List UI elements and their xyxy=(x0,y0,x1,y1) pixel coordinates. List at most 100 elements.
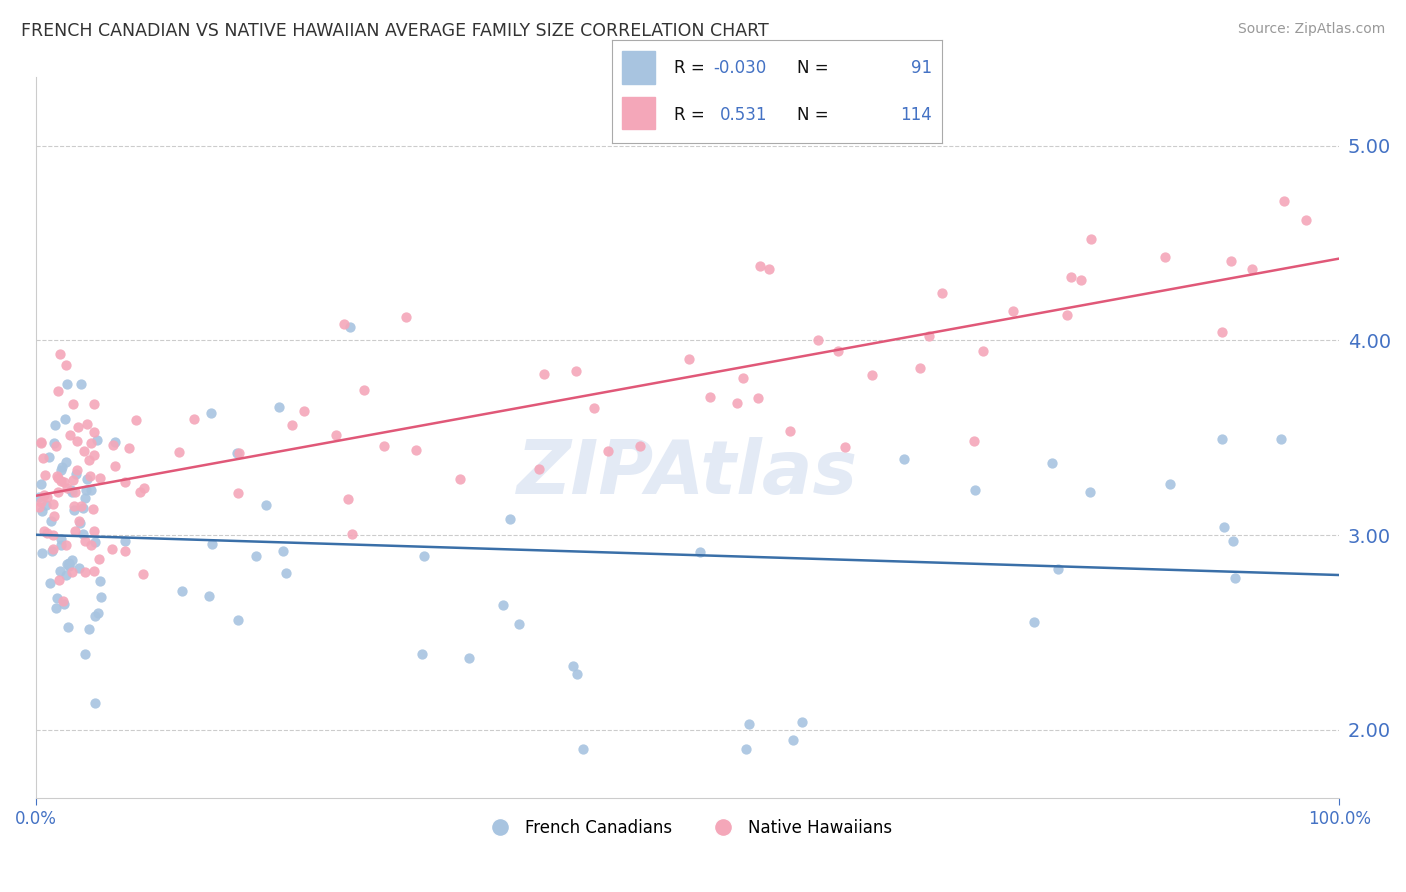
Point xyxy=(65,485,87,500)
Text: R =: R = xyxy=(675,106,706,124)
Point xyxy=(80,537,103,551)
Point xyxy=(75,483,97,497)
Point xyxy=(38,450,60,464)
Point xyxy=(339,319,361,334)
Point xyxy=(89,574,111,588)
Point xyxy=(449,472,471,486)
Point xyxy=(292,404,315,418)
Point xyxy=(67,420,90,434)
Point xyxy=(508,617,530,632)
Point xyxy=(101,541,124,556)
Point xyxy=(1040,456,1063,470)
Text: 0.531: 0.531 xyxy=(720,106,766,124)
Point xyxy=(70,499,93,513)
Point xyxy=(46,591,69,606)
Point xyxy=(46,468,69,483)
Point xyxy=(53,412,76,426)
Point xyxy=(118,441,141,455)
Point xyxy=(734,742,756,756)
Point xyxy=(46,484,69,499)
Point xyxy=(963,483,986,497)
Point xyxy=(807,333,830,347)
Point xyxy=(49,474,72,488)
Point xyxy=(49,532,72,546)
Legend: French Canadians, Native Hawaiians: French Canadians, Native Hawaiians xyxy=(477,813,898,844)
Point xyxy=(34,467,56,482)
Point xyxy=(75,491,97,505)
Point xyxy=(30,476,52,491)
Point xyxy=(499,512,522,526)
Point xyxy=(827,343,849,358)
Point xyxy=(69,516,91,530)
Point xyxy=(55,377,77,392)
Point xyxy=(49,462,72,476)
Point xyxy=(69,376,91,391)
Point xyxy=(104,458,127,473)
Point xyxy=(1222,534,1244,549)
Point xyxy=(52,598,75,612)
Point xyxy=(1225,571,1247,585)
Point xyxy=(66,434,89,448)
Point xyxy=(80,483,103,498)
Point xyxy=(55,481,77,495)
Point xyxy=(52,594,75,608)
Point xyxy=(32,451,55,466)
Point xyxy=(42,508,65,523)
Point xyxy=(1070,273,1092,287)
Point xyxy=(413,549,436,563)
Point xyxy=(908,360,931,375)
Point xyxy=(62,397,84,411)
Point xyxy=(32,488,55,502)
Point xyxy=(28,500,51,514)
Point xyxy=(779,425,801,439)
Point xyxy=(66,463,89,477)
Point xyxy=(269,400,291,414)
Point xyxy=(63,499,86,513)
Point xyxy=(59,483,82,497)
Point xyxy=(49,564,72,578)
Point xyxy=(731,370,754,384)
Text: -0.030: -0.030 xyxy=(714,59,766,77)
Point xyxy=(90,590,112,604)
Point xyxy=(1056,308,1078,322)
Point xyxy=(893,452,915,467)
Text: N =: N = xyxy=(797,59,828,77)
Point xyxy=(84,609,107,624)
Point xyxy=(281,417,304,432)
Point xyxy=(30,435,52,450)
Point xyxy=(44,436,66,450)
Point xyxy=(1159,477,1181,491)
Point xyxy=(132,566,155,581)
Point xyxy=(79,436,101,450)
Point xyxy=(699,390,721,404)
Point xyxy=(226,613,249,627)
Point xyxy=(458,651,481,665)
Point xyxy=(565,364,588,378)
Text: 91: 91 xyxy=(911,59,932,77)
Point xyxy=(1295,213,1317,227)
Point xyxy=(1153,250,1175,264)
Point xyxy=(87,606,110,620)
Point xyxy=(411,647,433,661)
Point xyxy=(747,391,769,405)
Point xyxy=(125,413,148,427)
Bar xyxy=(621,96,655,129)
Point xyxy=(89,471,111,485)
Point xyxy=(72,527,94,541)
Point xyxy=(103,438,125,452)
Point xyxy=(83,397,105,411)
Point xyxy=(49,347,72,361)
Point xyxy=(65,524,87,538)
Point xyxy=(725,396,748,410)
Point xyxy=(271,544,294,558)
Point xyxy=(30,436,52,450)
Point xyxy=(59,427,82,442)
Point xyxy=(53,475,76,489)
Text: ZIPAtlas: ZIPAtlas xyxy=(517,437,858,510)
Point xyxy=(226,486,249,500)
Point xyxy=(628,439,651,453)
Point xyxy=(582,401,605,416)
Point xyxy=(492,598,515,612)
Point xyxy=(83,524,105,538)
Point xyxy=(65,467,87,482)
